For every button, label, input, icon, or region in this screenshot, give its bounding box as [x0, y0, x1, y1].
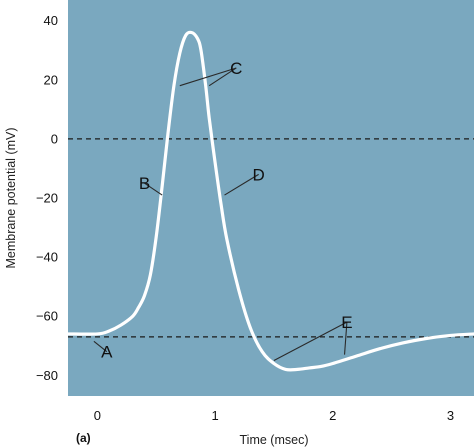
- series-line-0: [68, 30, 474, 372]
- annotation-b: B: [139, 174, 150, 193]
- x-tick-label: 1: [211, 408, 218, 423]
- annotation-pointer-e: [273, 321, 348, 362]
- annotation-pointer-a: [93, 340, 108, 353]
- annotation-c: C: [230, 59, 242, 78]
- x-axis-label: Time (msec): [240, 433, 309, 447]
- y-tick-label: −40: [36, 250, 58, 265]
- annotation-pointer-e: [344, 322, 348, 355]
- y-tick-label: −80: [36, 368, 58, 383]
- annotation-pointer-c: [179, 67, 237, 87]
- y-tick-label: −20: [36, 191, 58, 206]
- annotation-pointer-b: [144, 182, 163, 196]
- annotation-a: A: [101, 343, 113, 362]
- y-axis-label: Membrane potential (mV): [4, 127, 18, 268]
- x-tick-label: 3: [447, 408, 454, 423]
- y-tick-label: 20: [44, 72, 58, 87]
- annotation-pointer-d: [224, 173, 259, 196]
- panel-label: (a): [76, 431, 91, 445]
- y-tick-label: 0: [51, 131, 58, 146]
- plot-area: [68, 0, 474, 396]
- x-tick-label: 0: [94, 408, 101, 423]
- y-tick-label: 40: [44, 13, 58, 28]
- annotation-d: D: [253, 165, 265, 184]
- y-tick-label: −60: [36, 309, 58, 324]
- x-tick-label: 2: [329, 408, 336, 423]
- annotation-e: E: [341, 313, 352, 332]
- annotation-pointer-c: [208, 67, 237, 87]
